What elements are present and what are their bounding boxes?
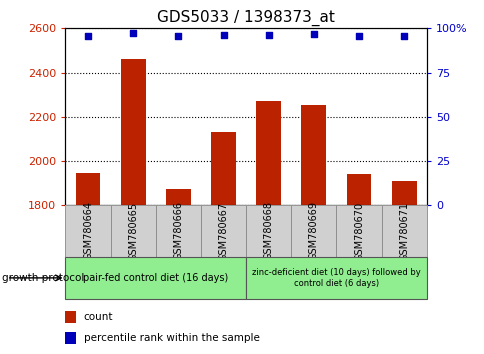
Text: pair-fed control diet (16 days): pair-fed control diet (16 days) [83,273,228,283]
Bar [301,105,326,205]
Bar [76,173,100,205]
Bar [256,101,281,205]
Bar [155,205,200,257]
Bar [200,205,245,257]
Point [399,34,407,39]
Bar [381,205,426,257]
Text: GSM780671: GSM780671 [398,201,408,261]
Bar [65,257,245,299]
Bar [211,132,236,205]
Point [354,34,362,39]
Point [129,30,137,36]
Bar [65,205,110,257]
Bar [166,189,190,205]
Text: GSM780664: GSM780664 [83,201,93,261]
Text: GSM780666: GSM780666 [173,201,183,261]
Bar [245,257,426,299]
Point [174,34,182,39]
Text: growth protocol: growth protocol [2,273,85,283]
Bar [245,205,291,257]
Point [264,32,272,38]
Bar [391,181,416,205]
Text: count: count [83,312,113,322]
Point [219,32,227,38]
Bar [65,332,76,343]
Point [309,31,317,36]
Bar [336,205,381,257]
Bar [346,175,371,205]
Text: zinc-deficient diet (10 days) followed by
control diet (6 days): zinc-deficient diet (10 days) followed b… [252,268,420,287]
Bar [291,205,336,257]
Title: GDS5033 / 1398373_at: GDS5033 / 1398373_at [157,9,334,25]
Bar [65,312,76,323]
Text: GSM780665: GSM780665 [128,201,138,261]
Text: GSM780669: GSM780669 [308,201,318,261]
Bar [121,59,145,205]
Text: GSM780668: GSM780668 [263,201,273,261]
Text: GSM780667: GSM780667 [218,201,228,261]
Bar [110,205,155,257]
Text: GSM780670: GSM780670 [353,201,363,261]
Text: percentile rank within the sample: percentile rank within the sample [83,333,259,343]
Point [84,34,92,39]
